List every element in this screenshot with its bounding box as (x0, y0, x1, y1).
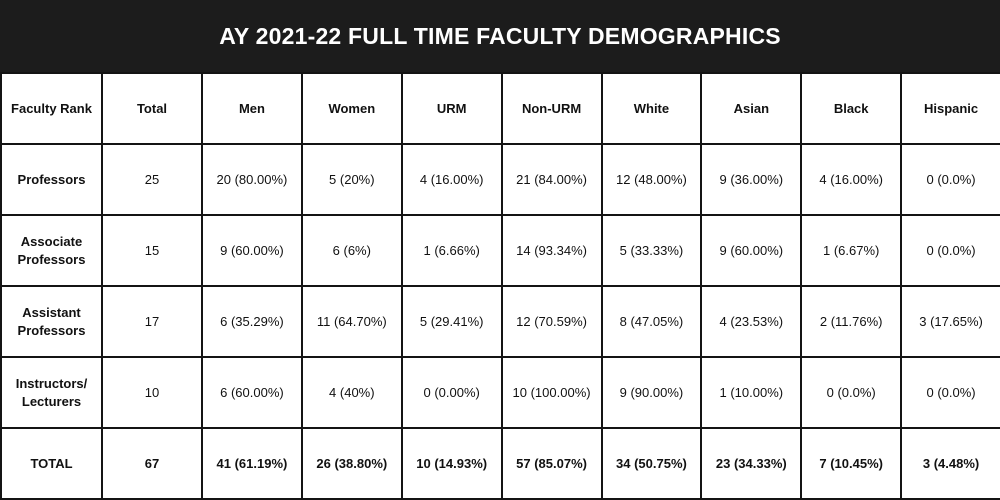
table-cell: 41 (61.19%) (201, 427, 303, 500)
table-cell: 34 (50.75%) (600, 427, 703, 500)
table-cell: 1 (10.00%) (700, 356, 803, 429)
column-header-faculty-rank: Faculty Rank (0, 72, 103, 145)
table-row-instructors-lecturers: Instructors/ Lecturers 10 6 (60.00%) 4 (… (0, 356, 1000, 429)
table-cell: 12 (70.59%) (500, 285, 603, 358)
table-cell: 9 (60.00%) (201, 214, 303, 287)
table-cell: 1 (6.67%) (800, 214, 903, 287)
column-header-asian: Asian (700, 72, 803, 145)
column-header-urm: URM (400, 72, 503, 145)
table-cell: 10 (100.00%) (500, 356, 603, 429)
table-cell: 20 (80.00%) (201, 143, 303, 216)
column-header-white: White (600, 72, 703, 145)
table-cell: 5 (33.33%) (600, 214, 703, 287)
column-header-women: Women (300, 72, 403, 145)
column-header-black: Black (800, 72, 903, 145)
page-title: AY 2021-22 FULL TIME FACULTY DEMOGRAPHIC… (0, 0, 1000, 72)
rank-cell: Associate Professors (0, 214, 103, 287)
table-cell: 3 (4.48%) (900, 427, 1000, 500)
table-cell: 15 (101, 214, 203, 287)
table-cell: 1 (6.66%) (400, 214, 503, 287)
table-row-professors: Professors 25 20 (80.00%) 5 (20%) 4 (16.… (0, 143, 1000, 216)
table-cell: 14 (93.34%) (500, 214, 603, 287)
table-cell: 0 (0.0%) (900, 143, 1000, 216)
column-header-non-urm: Non-URM (500, 72, 603, 145)
table-cell: 0 (0.0%) (900, 356, 1000, 429)
table-row-associate-professors: Associate Professors 15 9 (60.00%) 6 (6%… (0, 214, 1000, 287)
table-cell: 6 (6%) (300, 214, 403, 287)
header-row: Faculty Rank Total Men Women URM Non-URM… (0, 72, 1000, 145)
column-header-men: Men (201, 72, 303, 145)
table-cell: 5 (29.41%) (400, 285, 503, 358)
rank-cell: Assistant Professors (0, 285, 103, 358)
table-cell: 10 (101, 356, 203, 429)
table-cell: 0 (0.0%) (900, 214, 1000, 287)
table-cell: 8 (47.05%) (600, 285, 703, 358)
table-cell: 6 (60.00%) (201, 356, 303, 429)
rank-cell: TOTAL (0, 427, 103, 500)
table-cell: 4 (16.00%) (400, 143, 503, 216)
table-cell: 6 (35.29%) (201, 285, 303, 358)
column-header-hispanic: Hispanic (900, 72, 1000, 145)
table-cell: 11 (64.70%) (300, 285, 403, 358)
table-cell: 3 (17.65%) (900, 285, 1000, 358)
table-row-assistant-professors: Assistant Professors 17 6 (35.29%) 11 (6… (0, 285, 1000, 358)
table-cell: 0 (0.0%) (800, 356, 903, 429)
table-cell: 7 (10.45%) (800, 427, 903, 500)
table-cell: 17 (101, 285, 203, 358)
table-cell: 25 (101, 143, 203, 216)
table-cell: 0 (0.00%) (400, 356, 503, 429)
table-cell: 4 (40%) (300, 356, 403, 429)
table-cell: 9 (90.00%) (600, 356, 703, 429)
rank-cell: Instructors/ Lecturers (0, 356, 103, 429)
table-cell: 2 (11.76%) (800, 285, 903, 358)
table-cell: 23 (34.33%) (700, 427, 803, 500)
table-cell: 9 (36.00%) (700, 143, 803, 216)
table-cell: 67 (101, 427, 203, 500)
table-cell: 5 (20%) (300, 143, 403, 216)
table-cell: 4 (16.00%) (800, 143, 903, 216)
table-cell: 4 (23.53%) (700, 285, 803, 358)
table-row-total: TOTAL 67 41 (61.19%) 26 (38.80%) 10 (14.… (0, 427, 1000, 500)
table-cell: 57 (85.07%) (500, 427, 603, 500)
table-cell: 26 (38.80%) (300, 427, 403, 500)
rank-cell: Professors (0, 143, 103, 216)
table-cell: 21 (84.00%) (500, 143, 603, 216)
column-header-total: Total (101, 72, 203, 145)
demographics-table: Faculty Rank Total Men Women URM Non-URM… (0, 72, 1000, 500)
table-cell: 12 (48.00%) (600, 143, 703, 216)
table-cell: 9 (60.00%) (700, 214, 803, 287)
table-cell: 10 (14.93%) (400, 427, 503, 500)
